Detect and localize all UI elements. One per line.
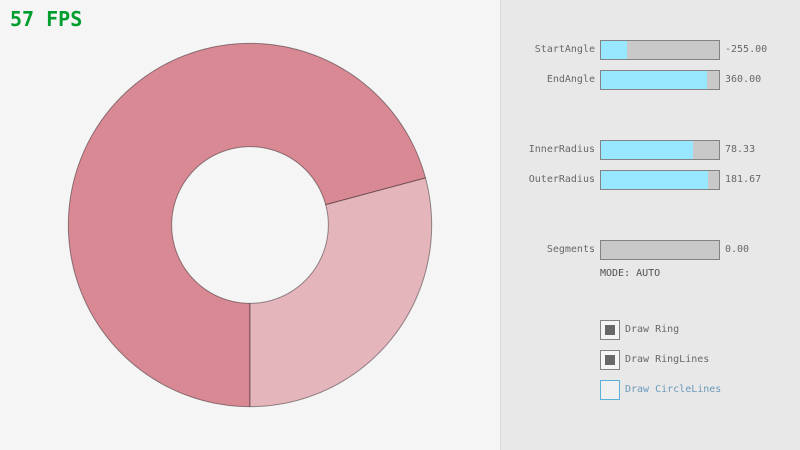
inner-radius-slider[interactable] bbox=[600, 140, 720, 160]
ring-segment-single-pass bbox=[249, 177, 433, 408]
checkbox-check-icon bbox=[605, 355, 615, 365]
outer-radius-label: OuterRadius bbox=[528, 174, 595, 185]
start-angle-slider-fill bbox=[601, 41, 627, 59]
segments-slider[interactable] bbox=[600, 240, 720, 260]
ring-chart bbox=[67, 42, 433, 408]
end-angle-value: 360.00 bbox=[725, 74, 762, 85]
outer-radius-slider[interactable] bbox=[600, 170, 720, 190]
start-angle-row: StartAngle -255.00 bbox=[0, 40, 800, 60]
draw-circlelines-label: Draw CircleLines bbox=[625, 384, 722, 395]
outer-radius-slider-fill bbox=[601, 171, 709, 189]
fps-counter: 57 FPS bbox=[10, 7, 83, 31]
draw-ring-row: Draw Ring bbox=[0, 320, 800, 340]
start-angle-value: -255.00 bbox=[725, 44, 768, 55]
draw-ringlines-checkbox[interactable] bbox=[600, 350, 620, 370]
draw-circlelines-checkbox[interactable] bbox=[600, 380, 620, 400]
inner-radius-slider-fill bbox=[601, 141, 694, 159]
inner-radius-row: InnerRadius 78.33 bbox=[0, 140, 800, 160]
end-angle-slider[interactable] bbox=[600, 70, 720, 90]
segments-label: Segments bbox=[546, 244, 595, 255]
draw-ringlines-row: Draw RingLines bbox=[0, 350, 800, 370]
segments-value: 0.00 bbox=[725, 244, 750, 255]
start-angle-label: StartAngle bbox=[534, 44, 595, 55]
draw-ring-label: Draw Ring bbox=[625, 324, 680, 335]
end-angle-row: EndAngle 360.00 bbox=[0, 70, 800, 90]
inner-radius-value: 78.33 bbox=[725, 144, 756, 155]
draw-ringlines-label: Draw RingLines bbox=[625, 354, 710, 365]
start-angle-slider[interactable] bbox=[600, 40, 720, 60]
end-angle-slider-fill bbox=[601, 71, 708, 89]
mode-text: MODE: AUTO bbox=[600, 268, 661, 279]
outer-radius-value: 181.67 bbox=[725, 174, 762, 185]
outer-radius-row: OuterRadius 181.67 bbox=[0, 170, 800, 190]
segments-row: Segments 0.00 bbox=[0, 240, 800, 260]
draw-ring-checkbox[interactable] bbox=[600, 320, 620, 340]
checkbox-check-icon bbox=[605, 325, 615, 335]
end-angle-label: EndAngle bbox=[546, 74, 595, 85]
draw-circlelines-row: Draw CircleLines bbox=[0, 380, 800, 400]
inner-radius-label: InnerRadius bbox=[528, 144, 595, 155]
